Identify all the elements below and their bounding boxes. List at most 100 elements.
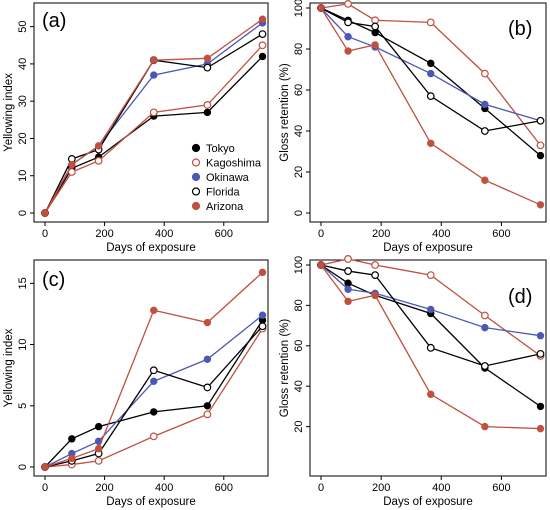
x-tick-label: 400 [432,482,450,494]
data-point-florida [371,271,380,280]
y-tick-label: 30 [17,95,29,107]
data-point-florida [344,18,352,27]
data-point-arizona [258,268,267,277]
x-tick-label: 600 [492,482,510,494]
data-point-florida [371,22,380,31]
series-line-tokyo [320,264,541,407]
panel-a: 0 200 400 600 0 10 20 30 40 50 Days of exposure Yel… [3,2,269,254]
y-tick-label: 0 [17,210,29,216]
panel-d: 0 200 400 600 20 40 60 80 100 Days of exposure Glo… [279,255,547,508]
data-point-arizona [203,318,212,327]
series-arizona [41,268,267,471]
data-point-kagoshima [149,432,158,441]
series-line-okinawa [44,314,263,468]
data-point-kagoshima [426,271,435,280]
y-tick-label: 100 [293,0,305,17]
x-tick-label: 200 [95,482,113,494]
panel-letter: (d) [508,286,532,308]
legend: Tokyo Kagoshima Okinawa Florida Arizona [191,143,262,213]
data-point-florida [480,362,489,370]
y-axis-label: Gloss retention (%) [279,319,291,418]
x-axis-label: Days of exposure [383,242,473,254]
legend-entry-florida: Florida [191,187,241,199]
x-tick-label: 200 [372,482,390,494]
y-tick-label: 60 [293,340,305,352]
plot-frame [33,2,269,223]
data-point-okinawa [150,71,158,79]
data-point-tokyo [94,422,103,431]
data-point-florida [203,383,212,392]
data-point-arizona [371,41,379,49]
data-point-okinawa [427,69,435,78]
data-point-arizona [317,261,325,269]
data-point-okinawa [427,305,435,314]
series-line-florida [320,264,541,367]
y-tick-label: 0 [293,210,305,216]
data-point-arizona [344,297,352,306]
x-tick-label: 0 [318,482,324,494]
series-arizona [317,4,545,209]
data-point-arizona [427,139,435,147]
data-point-arizona [150,56,158,64]
legend-label: Tokyo [206,143,235,155]
data-point-okinawa [536,332,545,340]
x-tick-label: 400 [155,228,173,240]
data-point-kagoshima [344,255,352,263]
data-point-kagoshima [258,41,267,50]
data-point-arizona [150,306,158,314]
data-point-okinawa [344,33,352,41]
series-kagoshima [41,41,267,217]
y-tick-label: 20 [293,420,305,432]
data-point-okinawa [481,100,489,109]
data-point-arizona [536,201,545,209]
data-point-kagoshima [480,69,489,78]
data-point-arizona [258,15,267,23]
panel-b: 0 200 400 600 0 20 40 60 80 100 Days of exposure Gl… [279,0,547,254]
data-point-florida [536,349,545,358]
data-point-arizona [481,176,489,184]
legend-label: Kagoshima [206,158,262,170]
x-tick-label: 0 [42,482,48,494]
data-point-florida [258,322,267,331]
series-arizona [41,15,267,217]
series-line-tokyo [44,319,264,468]
data-point-tokyo [150,408,158,416]
panel-letter: (a) [42,10,66,32]
series-line-okinawa [320,264,541,337]
x-tick-label: 600 [492,228,510,240]
series-arizona [317,261,545,433]
data-point-tokyo [536,402,545,411]
y-tick-label: 80 [293,43,305,55]
series-line-arizona [320,7,541,206]
plot-frame [309,2,547,223]
data-point-okinawa [203,355,212,363]
y-tick-label: 10 [17,170,29,182]
data-point-arizona [203,54,212,63]
legend-marker [191,187,201,196]
data-point-okinawa [258,311,267,319]
data-point-okinawa [481,323,489,332]
data-point-tokyo [258,52,267,61]
series-line-kagoshima [44,44,263,214]
x-tick-label: 600 [215,482,233,494]
series-okinawa [41,311,267,471]
y-tick-label: 10 [17,338,29,350]
y-tick-label: 40 [17,58,29,70]
data-point-kagoshima [371,261,380,269]
plot-frame [309,259,547,477]
y-tick-label: 50 [17,21,29,33]
data-point-arizona [41,209,49,217]
series-florida [41,322,267,471]
panel-c: 0 200 400 600 0 5 10 15 Days of exposure Yellowin… [3,259,269,508]
x-axis-label: Days of exposure [383,496,473,508]
y-tick-label: 20 [17,132,29,144]
x-tick-label: 600 [215,228,233,240]
legend-label: Okinawa [206,172,250,184]
x-axis-label: Days of exposure [106,242,196,254]
series-line-tokyo [320,7,541,157]
data-point-arizona [536,424,545,433]
data-point-florida [426,92,435,101]
data-point-tokyo [68,435,76,443]
series-line-arizona [44,18,263,214]
